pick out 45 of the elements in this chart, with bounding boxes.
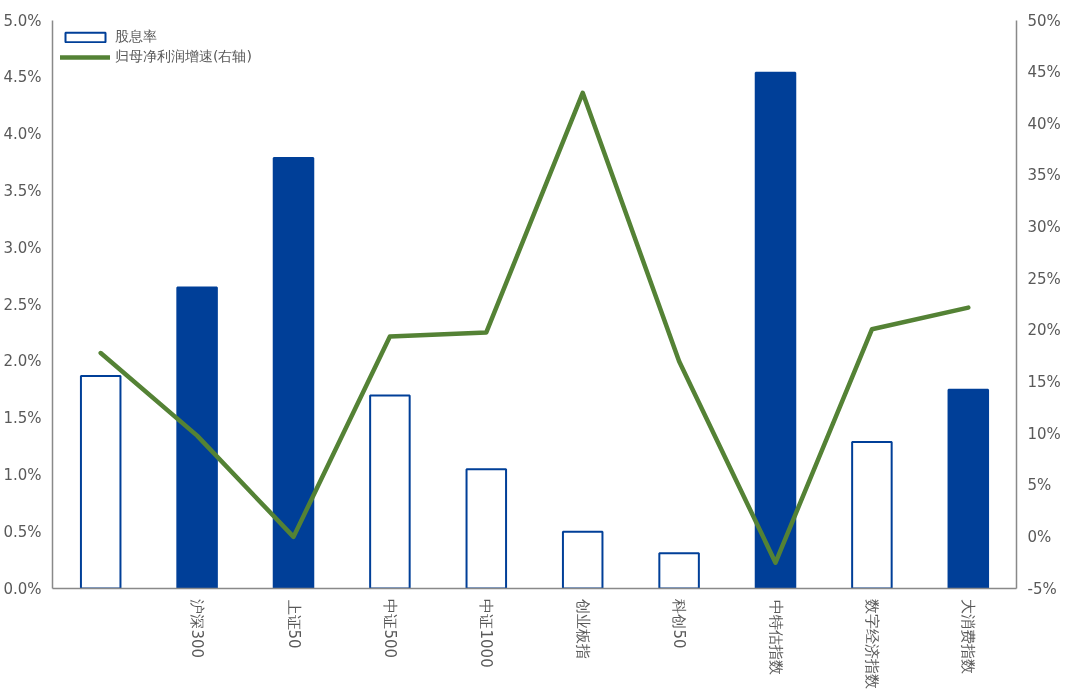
y-tick-label: 2.0% — [3, 352, 42, 371]
x-tick-label: 数字经济指数 — [862, 599, 881, 690]
x-tick-label: 大消费指数 — [959, 599, 978, 675]
y-tick-label: 5.0% — [3, 11, 42, 30]
bar — [561, 530, 604, 589]
y2-tick-label: 30% — [1027, 218, 1061, 237]
bar — [369, 394, 411, 589]
bar — [79, 375, 122, 589]
y2-tick-label: 5% — [1027, 476, 1052, 495]
y2-tick-label: 25% — [1027, 269, 1061, 288]
y2-tick-label: 50% — [1027, 11, 1061, 30]
y-tick-label: 3.5% — [3, 181, 42, 200]
y2-tick-label: -5% — [1027, 579, 1057, 598]
y2-tick-label: 35% — [1027, 166, 1061, 185]
y2-tick-label: 10% — [1027, 424, 1061, 443]
legend-label: 归母净利润增速(右轴) — [115, 48, 252, 66]
y-tick-label: 3.0% — [3, 238, 42, 257]
bar — [658, 552, 700, 589]
legend-label: 股息率 — [115, 28, 157, 46]
line-series — [98, 90, 971, 565]
y-tick-label: 2.5% — [3, 295, 42, 314]
bar — [272, 156, 315, 589]
y-tick-label: 0.5% — [3, 522, 42, 541]
x-tick-label: 中证500 — [380, 599, 399, 659]
y-tick-label: 4.5% — [3, 68, 42, 87]
bar — [176, 286, 218, 589]
y2-tick-label: 15% — [1027, 372, 1061, 391]
x-tick-label: 创业板指 — [573, 599, 592, 660]
bar — [851, 440, 893, 589]
y-tick-label: 0.0% — [3, 579, 42, 598]
x-tick-label: 中特估指数 — [766, 599, 785, 675]
y-tick-label: 1.5% — [3, 409, 42, 428]
bar — [947, 388, 990, 589]
y-tick-label: 1.0% — [3, 465, 42, 484]
y-tick-label: 4.0% — [3, 125, 42, 144]
x-tick-label: 沪深300 — [188, 599, 207, 659]
x-tick-label: 科创50 — [670, 599, 689, 649]
y2-tick-label: 40% — [1027, 114, 1061, 133]
x-tick-label: 上证50 — [284, 599, 303, 649]
y2-tick-label: 20% — [1027, 321, 1061, 340]
x-tick-label: 中证1000 — [477, 599, 496, 668]
bar — [754, 71, 797, 589]
y2-tick-label: 45% — [1027, 63, 1061, 82]
bar — [465, 468, 508, 589]
y2-tick-label: 0% — [1027, 527, 1052, 546]
